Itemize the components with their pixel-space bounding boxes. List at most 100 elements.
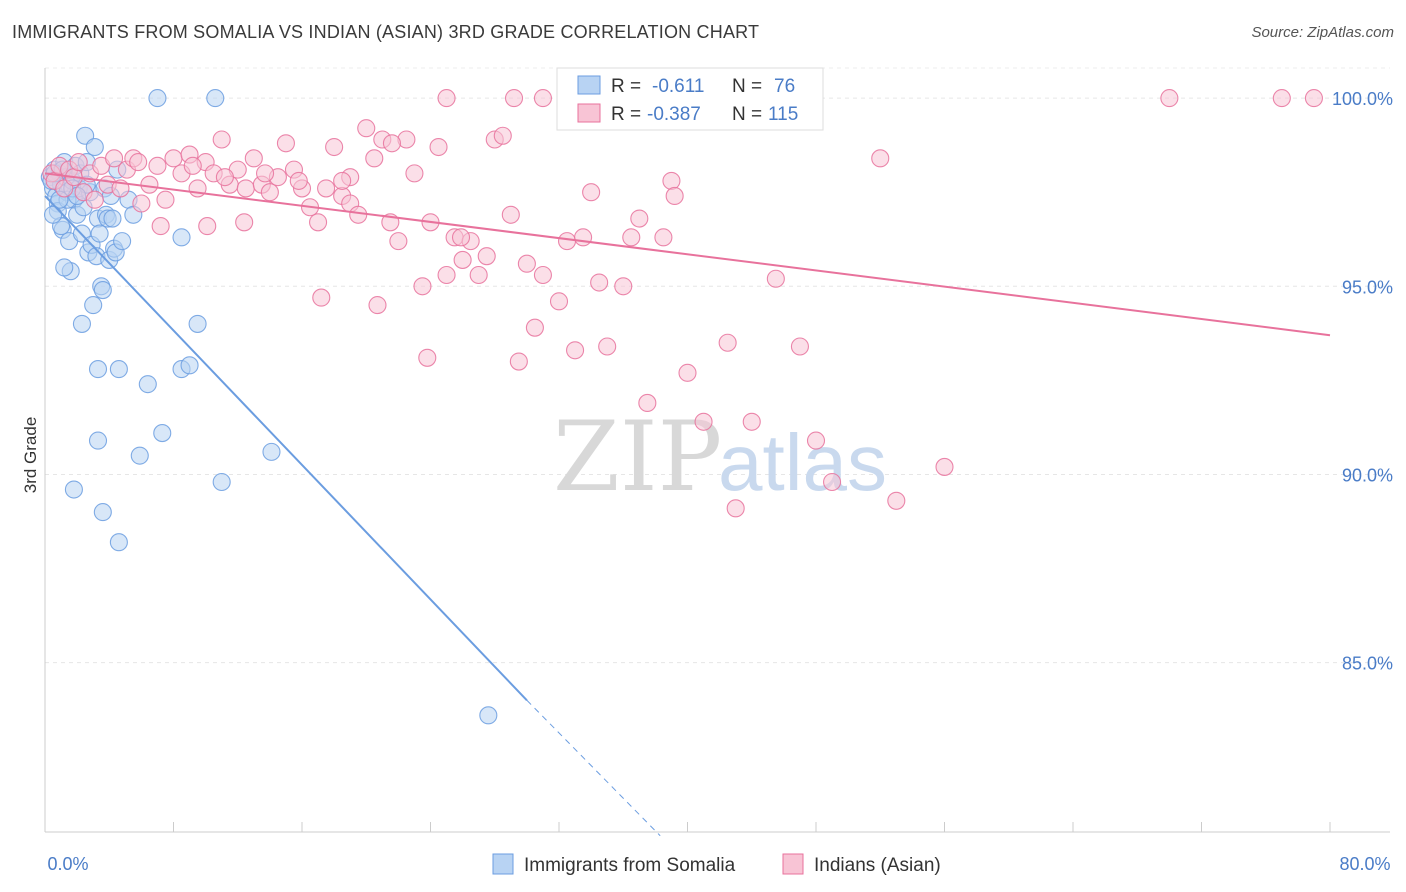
point-somalia (64, 480, 83, 499)
trend-line-somalia-extension (526, 699, 661, 837)
point-indian (557, 232, 577, 251)
legend-n-label-indian: N = (732, 104, 762, 125)
point-somalia (479, 706, 498, 725)
point-indian (1160, 89, 1179, 108)
y-tick-label: 95.0% (1342, 277, 1393, 297)
point-indian (389, 232, 408, 251)
axes (44, 68, 1390, 833)
x-tick-label-min: 0.0% (47, 854, 88, 874)
point-indian (574, 228, 593, 247)
point-indian (276, 134, 295, 153)
point-indian (1272, 89, 1291, 108)
y-tick-label: 90.0% (1342, 465, 1393, 485)
point-indian (525, 318, 544, 337)
series-legend: Immigrants from Somalia Indians (Asian) (492, 853, 941, 876)
legend-r-label-somalia: R = (611, 76, 641, 97)
point-indian (871, 149, 890, 168)
point-somalia (188, 314, 207, 333)
point-somalia (109, 360, 128, 379)
point-indian (638, 393, 657, 413)
point-indian (382, 134, 402, 153)
point-indian (451, 228, 471, 247)
point-somalia (93, 503, 112, 522)
point-indian (357, 119, 376, 138)
point-indian (662, 171, 681, 190)
legend-r-value-indian: -0.387 (647, 104, 701, 125)
y-tick-label: 100.0% (1332, 89, 1393, 109)
point-indian (493, 126, 512, 145)
x-tick-labels: 0.0% 80.0% (47, 854, 1390, 874)
point-indian (823, 472, 842, 492)
point-indian (198, 217, 217, 236)
point-indian (790, 337, 809, 356)
point-indian (622, 228, 641, 247)
watermark-atlas: atlas (718, 418, 887, 507)
series-legend-label-indian: Indians (Asian) (814, 855, 941, 876)
point-indian (289, 171, 308, 190)
point-indian (429, 137, 448, 157)
point-indian (405, 164, 424, 183)
point-somalia (93, 280, 112, 300)
point-indian (188, 179, 207, 198)
point-indian (365, 149, 384, 168)
point-indian (235, 213, 254, 232)
point-indian (742, 412, 761, 431)
point-indian (935, 457, 954, 476)
legend-r-label-indian: R = (611, 104, 641, 125)
x-tick-label-max: 80.0% (1339, 854, 1390, 874)
point-indian (469, 265, 488, 285)
point-indian (151, 217, 170, 236)
series-legend-swatch-indian (782, 853, 804, 875)
point-somalia (138, 375, 157, 394)
point-indian (317, 179, 336, 198)
point-somalia (84, 296, 103, 315)
y-tick-labels: 85.0% 90.0% 95.0% 100.0% (1332, 89, 1393, 674)
point-indian (654, 228, 673, 247)
point-indian (368, 296, 387, 315)
point-indian (453, 250, 472, 269)
point-somalia (206, 89, 225, 108)
point-indian (718, 333, 737, 352)
series-legend-label-somalia: Immigrants from Somalia (524, 855, 736, 876)
chart-title: IMMIGRANTS FROM SOMALIA VS INDIAN (ASIAN… (12, 22, 760, 42)
point-somalia (88, 431, 108, 450)
point-indian (549, 292, 569, 311)
stats-legend: R = -0.611 N = 76 R = -0.387 N = 115 (556, 67, 824, 131)
legend-r-value-somalia: -0.611 (652, 76, 704, 97)
point-somalia (43, 205, 63, 224)
point-indian (887, 491, 906, 510)
legend-swatch-somalia (577, 75, 601, 95)
trend-line-indian (44, 172, 1331, 337)
legend-n-value-indian: 115 (768, 104, 798, 125)
point-indian (260, 183, 279, 202)
stats-legend-frame (556, 67, 824, 131)
point-indian (566, 341, 585, 360)
point-indian (312, 288, 331, 307)
point-indian (678, 363, 697, 382)
point-indian (766, 269, 785, 288)
watermark: ZIP atlas (553, 401, 887, 513)
point-indian (437, 89, 456, 108)
point-somalia (262, 442, 281, 461)
point-indian (501, 205, 520, 224)
point-indian (630, 209, 649, 228)
point-indian (418, 348, 437, 367)
source-label: Source: ZipAtlas.com (1251, 24, 1394, 41)
point-somalia (153, 424, 172, 443)
point-indian (140, 175, 159, 194)
point-indian (333, 171, 352, 190)
point-somalia (103, 209, 122, 228)
point-indian (533, 89, 552, 108)
point-indian (325, 137, 344, 157)
y-axis-title: 3rd Grade (21, 417, 40, 494)
point-indian (1304, 89, 1323, 108)
point-indian (129, 153, 148, 172)
point-indian (614, 277, 633, 296)
legend-swatch-indian (577, 103, 601, 123)
trend-lines (44, 172, 1331, 837)
point-somalia (55, 258, 74, 277)
point-indian (413, 277, 432, 296)
point-indian (590, 273, 609, 292)
point-indian (183, 156, 202, 175)
